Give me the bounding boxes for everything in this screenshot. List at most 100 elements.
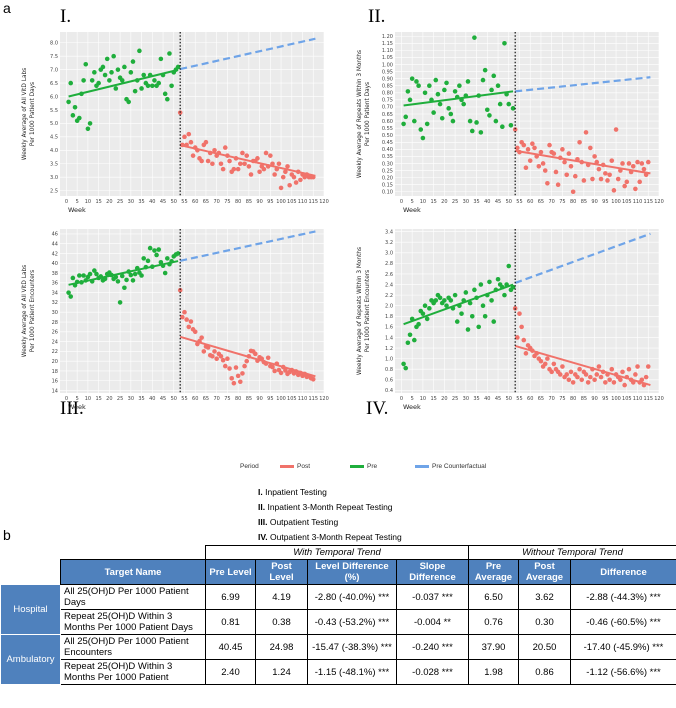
pre-point [169,83,174,89]
post-point [246,164,252,169]
pre-point [158,56,164,62]
post-point [570,189,576,195]
x-tick-label: 10 [85,396,91,402]
y-tick-label: 0.75 [382,98,393,104]
y-tick-label: 0.60 [382,119,393,125]
x-tick-label: 105 [287,396,297,402]
post-point [199,158,204,164]
post-point [611,188,617,193]
y-tick-label: 4.0 [50,148,58,154]
figure-a-label: a [3,0,11,16]
x-tick-label: 30 [128,396,134,402]
post-point [257,169,262,175]
post-point [579,377,585,383]
x-tick-label: 5 [76,199,79,205]
pre-point [420,135,426,141]
pre-point [448,111,454,117]
pre-point [482,313,488,319]
post-point [227,366,232,371]
post-point [235,373,241,379]
pre-point [132,88,138,94]
table-cell: -0.004 ** [396,609,469,635]
y-tick-label: 20 [52,359,58,365]
y-axis-title: Per 1000 Patient Encounters [30,270,36,352]
post-point [594,372,600,377]
x-tick-label: 70 [548,396,554,402]
x-tick-label: 45 [495,199,501,205]
y-tick-label: 5.5 [50,108,58,114]
y-tick-label: 0.70 [382,105,393,111]
post-point [515,145,520,151]
y-tick-label: 7.0 [50,67,58,73]
pre-point [403,365,409,371]
pre-point [92,268,97,273]
x-tick-label: 75 [224,396,230,402]
pre-point [124,277,129,283]
y-tick-label: 0.55 [382,126,393,132]
y-tick-label: 7.5 [50,54,58,60]
pre-point [113,86,119,91]
post-point [186,324,192,330]
y-tick-label: 1.6 [385,325,393,331]
key-item: II. Inpatient 3-Month Repeat Testing [258,502,393,512]
col-level-difference: Level Difference (%) [307,559,397,585]
post-point [244,358,250,364]
y-tick-label: 0.90 [382,76,393,82]
pre-point [489,298,494,303]
post-point [624,179,630,185]
pre-point [422,303,428,309]
post-point [512,127,518,132]
pre-point [418,127,424,132]
x-tick-label: 30 [463,396,469,402]
post-point [182,309,187,315]
y-tick-label: 1.10 [382,48,393,54]
x-axis-title: Week [403,206,421,214]
chart-panel-3: 0 5 10 15 20 25 30 35 40 45 50 55 60 65 70 75 80 85 90 95 10… [22,229,329,411]
post-point [519,324,524,330]
post-point [255,156,260,161]
group-ambulatory: Ambulatory [0,634,61,685]
pre-point [154,252,159,258]
table-cell: -2.88 (-44.3%) *** [569,584,676,610]
pre-point [141,256,147,261]
table-cell: 40.45 [205,634,256,660]
table-cell: -1.15 (-48.1%) *** [307,659,397,685]
x-tick-label: 25 [452,396,458,402]
post-point [298,177,303,183]
x-tick-label: 5 [411,199,414,205]
post-point [635,159,640,165]
post-point [523,351,529,356]
y-tick-label: 3.2 [385,240,393,246]
x-tick-label: 75 [224,199,230,205]
post-point [609,158,615,163]
table-cell: All 25(OH)D Per 1000 Patient Days [60,584,206,610]
y-tick-label: 8.0 [50,41,58,47]
x-tick-label: 90 [591,199,597,205]
post-point [283,169,288,175]
post-point [620,369,625,375]
y-tick-label: 3.5 [50,162,58,168]
post-point [603,171,608,176]
post-point [551,361,557,367]
post-point [568,164,574,169]
pre-point [128,70,134,75]
y-tick-label: 0.40 [382,147,393,153]
pre-point [463,290,469,295]
pre-point [83,61,89,67]
post-point [227,158,232,164]
pre-trend-line [68,260,179,286]
chart-panel-1: 0 5 10 15 20 25 30 35 40 45 50 55 60 65 70 75 80 85 90 95 10… [22,32,329,214]
post-point [615,176,621,182]
pre-point [461,101,466,107]
x-tick-label: 115 [308,396,318,402]
x-tick-label: 30 [463,199,469,205]
post-point [645,364,651,369]
x-tick-label: 105 [622,396,632,402]
x-tick-label: 65 [538,396,544,402]
post-point [581,178,587,183]
post-point [190,153,196,158]
x-tick-label: 55 [181,396,187,402]
pre-point [472,287,477,293]
post-point [618,377,623,383]
pre-point [424,316,430,322]
